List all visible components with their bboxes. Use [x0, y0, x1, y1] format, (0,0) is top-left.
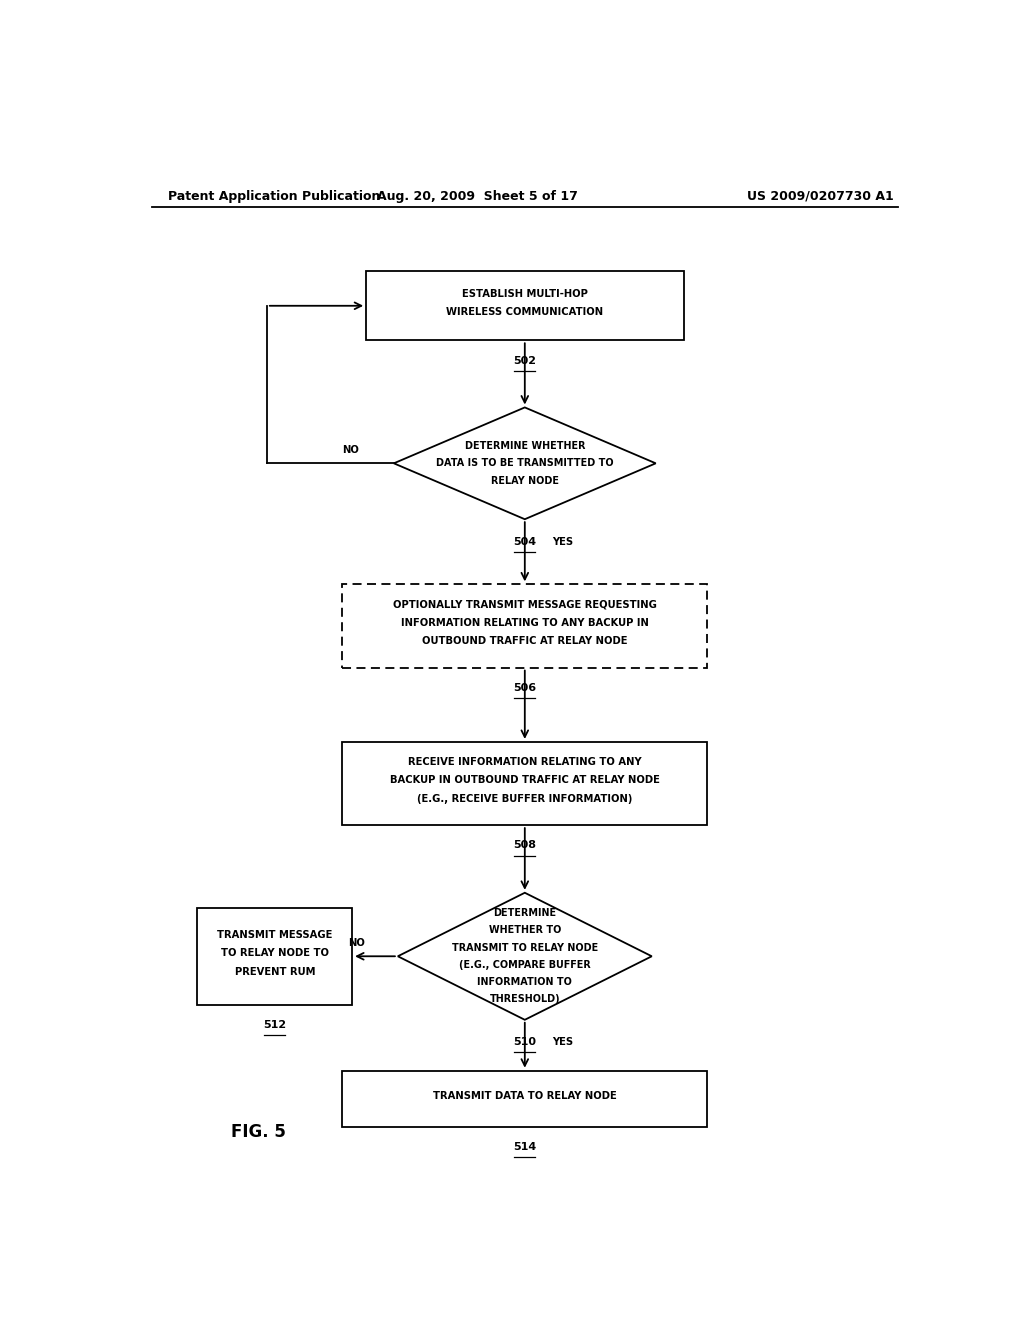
Polygon shape: [394, 408, 655, 519]
Text: 506: 506: [513, 682, 537, 693]
Text: 508: 508: [513, 841, 537, 850]
Text: Aug. 20, 2009  Sheet 5 of 17: Aug. 20, 2009 Sheet 5 of 17: [377, 190, 578, 202]
Text: 502: 502: [513, 355, 537, 366]
Text: WHETHER TO: WHETHER TO: [488, 925, 561, 936]
Text: FIG. 5: FIG. 5: [231, 1123, 286, 1140]
FancyBboxPatch shape: [342, 1071, 708, 1126]
Text: TRANSMIT TO RELAY NODE: TRANSMIT TO RELAY NODE: [452, 942, 598, 953]
Text: TRANSMIT DATA TO RELAY NODE: TRANSMIT DATA TO RELAY NODE: [433, 1090, 616, 1101]
Text: ESTABLISH MULTI-HOP: ESTABLISH MULTI-HOP: [462, 289, 588, 298]
Text: DETERMINE WHETHER: DETERMINE WHETHER: [465, 441, 585, 451]
Text: INFORMATION TO: INFORMATION TO: [477, 977, 572, 987]
Text: INFORMATION RELATING TO ANY BACKUP IN: INFORMATION RELATING TO ANY BACKUP IN: [400, 618, 649, 628]
Text: 504: 504: [513, 537, 537, 546]
FancyBboxPatch shape: [342, 585, 708, 668]
Text: US 2009/0207730 A1: US 2009/0207730 A1: [748, 190, 894, 202]
Polygon shape: [397, 892, 652, 1020]
Text: Patent Application Publication: Patent Application Publication: [168, 190, 380, 202]
Text: OUTBOUND TRAFFIC AT RELAY NODE: OUTBOUND TRAFFIC AT RELAY NODE: [422, 636, 628, 647]
Text: RELAY NODE: RELAY NODE: [490, 475, 559, 486]
FancyBboxPatch shape: [342, 742, 708, 825]
Text: DATA IS TO BE TRANSMITTED TO: DATA IS TO BE TRANSMITTED TO: [436, 458, 613, 469]
Text: YES: YES: [552, 1038, 573, 1047]
Text: PREVENT RUM: PREVENT RUM: [234, 966, 315, 977]
Text: NO: NO: [342, 445, 358, 455]
FancyBboxPatch shape: [367, 271, 684, 341]
Text: RECEIVE INFORMATION RELATING TO ANY: RECEIVE INFORMATION RELATING TO ANY: [408, 758, 642, 767]
Text: 514: 514: [513, 1142, 537, 1152]
FancyBboxPatch shape: [198, 908, 352, 1005]
Text: (E.G., COMPARE BUFFER: (E.G., COMPARE BUFFER: [459, 960, 591, 970]
Text: OPTIONALLY TRANSMIT MESSAGE REQUESTING: OPTIONALLY TRANSMIT MESSAGE REQUESTING: [393, 599, 656, 610]
Text: DETERMINE: DETERMINE: [494, 908, 556, 919]
Text: YES: YES: [552, 537, 573, 546]
Text: TRANSMIT MESSAGE: TRANSMIT MESSAGE: [217, 929, 333, 940]
Text: BACKUP IN OUTBOUND TRAFFIC AT RELAY NODE: BACKUP IN OUTBOUND TRAFFIC AT RELAY NODE: [390, 775, 659, 785]
Text: 510: 510: [513, 1038, 537, 1047]
Text: THRESHOLD): THRESHOLD): [489, 994, 560, 1005]
Text: TO RELAY NODE TO: TO RELAY NODE TO: [221, 948, 329, 958]
Text: (E.G., RECEIVE BUFFER INFORMATION): (E.G., RECEIVE BUFFER INFORMATION): [417, 793, 633, 804]
Text: 512: 512: [263, 1020, 287, 1030]
Text: NO: NO: [348, 939, 365, 948]
Text: WIRELESS COMMUNICATION: WIRELESS COMMUNICATION: [446, 306, 603, 317]
